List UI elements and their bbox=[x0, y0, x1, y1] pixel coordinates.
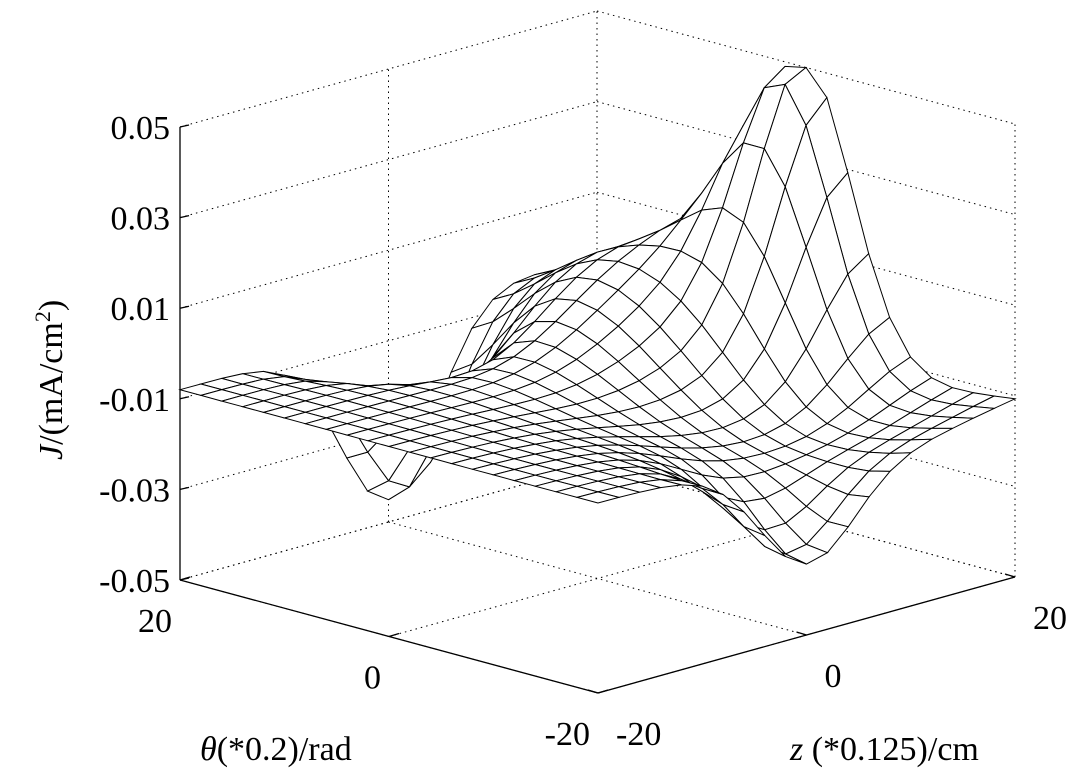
z-tick-mark bbox=[179, 305, 190, 309]
y-tick-mark bbox=[587, 689, 599, 694]
gridline-floor bbox=[179, 463, 598, 581]
x-tick-label: -20 bbox=[545, 716, 590, 753]
x-tick-mark bbox=[597, 689, 609, 694]
z-tick-label: -0.03 bbox=[99, 472, 170, 509]
mesh-cell bbox=[575, 491, 621, 504]
x-tick-mark bbox=[388, 632, 400, 638]
gridline-floor bbox=[388, 520, 807, 637]
z-axis-label: J/(mA/cm2) bbox=[30, 300, 70, 460]
y-tick-mark bbox=[1004, 573, 1016, 578]
y-tick-label: -20 bbox=[616, 716, 661, 753]
gridline-z bbox=[179, 191, 598, 309]
z-tick-mark bbox=[179, 396, 190, 400]
z-tick-label: -0.01 bbox=[99, 382, 170, 419]
x-tick-label: 0 bbox=[364, 660, 381, 697]
y-tick-label: 20 bbox=[1033, 600, 1067, 637]
axes bbox=[179, 124, 1016, 694]
gridline-floor bbox=[388, 521, 807, 636]
y-tick-label: 0 bbox=[825, 658, 842, 695]
x-axis-label: θ(*0.2)/rad bbox=[200, 731, 352, 768]
z-tick-label: 0.05 bbox=[111, 110, 171, 147]
x-tick-label: 20 bbox=[138, 603, 172, 640]
gridline-z bbox=[596, 101, 1016, 216]
y-tick-mark bbox=[796, 631, 807, 636]
gridline-z bbox=[179, 101, 598, 219]
z-tick-mark bbox=[179, 124, 190, 128]
gridline-z bbox=[179, 372, 598, 490]
z-tick-label: 0.01 bbox=[111, 291, 171, 328]
z-tick-mark bbox=[179, 486, 190, 491]
x-tick-mark bbox=[179, 576, 191, 581]
gridline-z bbox=[596, 10, 1016, 125]
surface-mesh bbox=[178, 65, 1017, 565]
y-axis-label: z (*0.125)/cm bbox=[789, 731, 979, 768]
gridline-z bbox=[179, 10, 598, 128]
z-tick-label: -0.05 bbox=[99, 563, 170, 600]
gridline-z bbox=[596, 191, 1016, 306]
z-tick-mark bbox=[179, 214, 190, 219]
z-tick-label: 0.03 bbox=[111, 201, 171, 238]
